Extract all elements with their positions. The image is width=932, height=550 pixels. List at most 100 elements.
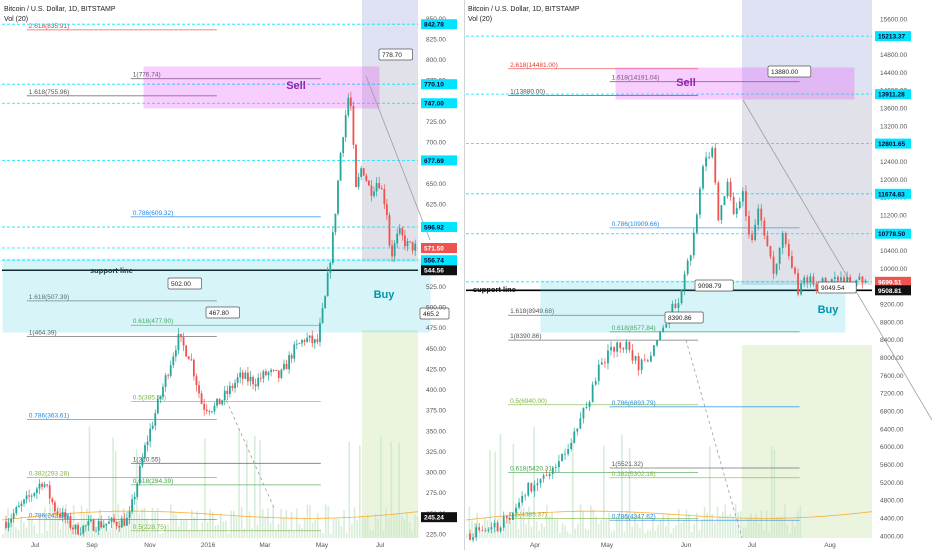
y-axis-tick-label: 5600.00 — [880, 462, 904, 469]
candle-body — [579, 418, 582, 429]
candle-body — [699, 188, 701, 215]
candle-body — [226, 390, 229, 394]
volume-bar — [387, 516, 390, 538]
volume-bar — [696, 512, 698, 538]
volume-bar — [164, 525, 167, 538]
fib-level-label: 1.618(755.96) — [29, 89, 69, 96]
price-badge-label: 13911.28 — [878, 92, 905, 99]
volume-bar — [631, 526, 634, 538]
candle-body — [597, 364, 600, 381]
fib-level-label: 1(5521.32) — [612, 461, 643, 468]
volume-bar — [33, 524, 36, 538]
volume-bar — [259, 440, 261, 538]
candle-body — [28, 495, 31, 497]
candle-body — [285, 363, 288, 370]
candle-body — [674, 303, 677, 309]
volume-bar — [117, 504, 120, 538]
volume-bar — [502, 532, 504, 538]
candle-body — [355, 144, 357, 188]
volume-bar — [760, 510, 763, 538]
volume-bar — [494, 451, 497, 538]
candle-body — [631, 350, 634, 361]
volume-bar — [509, 523, 512, 538]
candle-body — [760, 208, 763, 221]
price-badge — [421, 255, 457, 266]
x-axis-tick-label: 2016 — [201, 542, 216, 549]
volume-bar — [504, 522, 507, 538]
candle-body — [5, 521, 7, 528]
volume-bar — [93, 518, 96, 538]
candle-body — [406, 241, 409, 247]
fib-level-label: 0.786(363.61) — [29, 413, 69, 420]
price-badge — [421, 243, 457, 254]
volume-bar — [372, 530, 374, 538]
volume-bar — [240, 507, 243, 538]
volume-bar — [556, 518, 559, 538]
candle-body — [705, 157, 707, 167]
volume-bar — [306, 504, 309, 538]
candle-body — [754, 224, 757, 241]
volume-bar — [267, 508, 269, 538]
volume-bar — [646, 530, 649, 538]
volume-bar — [67, 521, 70, 538]
y-axis-tick-label: 400.00 — [426, 387, 446, 394]
volume-bar — [88, 426, 91, 538]
volume-bar — [747, 518, 750, 538]
candle-body — [536, 483, 539, 486]
candle-body — [306, 337, 309, 342]
fib-level-label: 0.618(5420.31) — [510, 465, 554, 472]
volume-bar — [543, 526, 546, 538]
candle-body — [72, 527, 74, 530]
candle-body — [177, 333, 180, 351]
volume-bar — [296, 508, 298, 538]
volume-bar — [672, 528, 675, 538]
volume-bar — [533, 427, 535, 538]
candle-body — [846, 276, 849, 284]
volume-bar — [670, 533, 672, 538]
volume-moving-average — [465, 510, 873, 521]
volume-bar — [719, 516, 721, 538]
x-axis-tick-label: May — [601, 542, 614, 549]
volume-bar — [714, 521, 716, 538]
candle-body — [588, 402, 591, 407]
candle-body — [344, 115, 347, 138]
candle-body — [23, 499, 25, 504]
y-axis-tick-label: 525.00 — [426, 284, 446, 291]
fib-level-label: 1.618(8949.68) — [510, 308, 554, 315]
fib-level-label: 0.618(8577.84) — [612, 325, 656, 332]
volume-bar — [602, 445, 605, 538]
candle-body — [561, 454, 563, 462]
volume-bar — [330, 533, 332, 538]
fib-level-label: 1(8390.86) — [510, 333, 541, 340]
candle-body — [527, 483, 530, 496]
candle-body — [53, 502, 56, 512]
y-axis-tick-label: 325.00 — [426, 449, 446, 456]
candle-body — [824, 278, 827, 283]
candle-body — [303, 340, 306, 342]
volume-bar — [343, 510, 345, 538]
volume-moving-average — [1, 510, 419, 521]
candle-body — [59, 513, 61, 518]
volume-bar — [577, 523, 579, 538]
candle-body — [539, 478, 542, 484]
x-axis-tick-label: Apr — [530, 542, 541, 549]
candle-body — [326, 272, 329, 297]
volume-bar — [590, 505, 592, 538]
candle-body — [380, 188, 383, 190]
x-axis-tick-label: Jul — [376, 542, 385, 549]
volume-bar — [38, 516, 41, 538]
candle-body — [64, 512, 67, 520]
candle-body — [766, 235, 769, 246]
candle-body — [120, 518, 123, 528]
volume-bar — [703, 507, 706, 538]
volume-bar — [172, 511, 175, 538]
volume-bar — [517, 529, 520, 538]
y-axis-tick-label: 9200.00 — [880, 302, 904, 309]
volume-bar — [175, 514, 177, 538]
volume-bar — [540, 522, 543, 538]
candle-body — [833, 277, 836, 279]
volume-bar — [634, 512, 636, 538]
candle-body — [723, 196, 726, 206]
candle-body — [283, 363, 285, 370]
volume-bar — [385, 507, 387, 538]
